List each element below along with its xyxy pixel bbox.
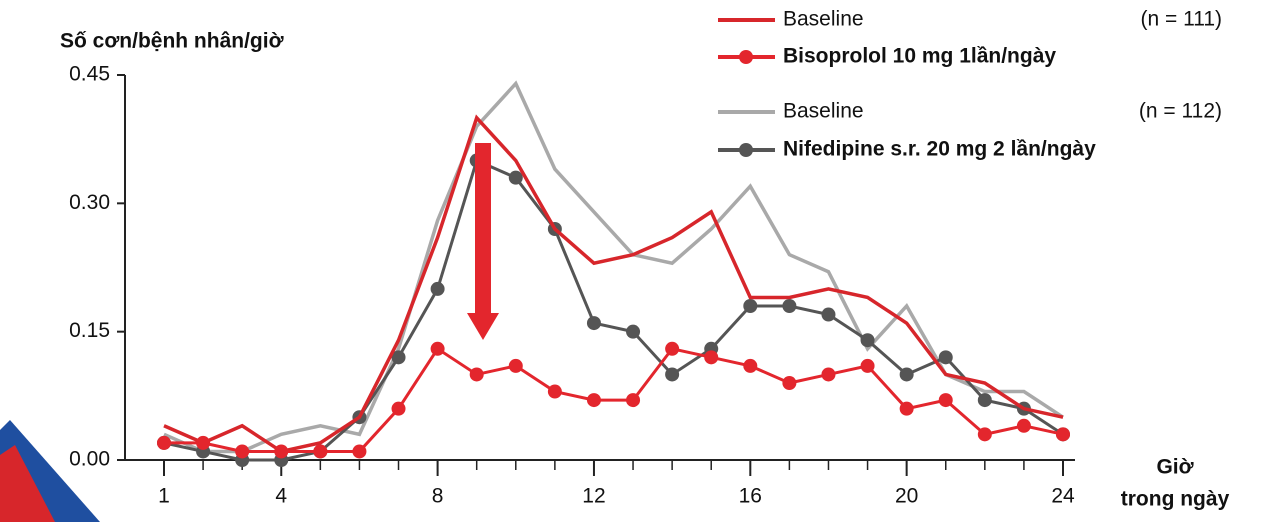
data-point [782,299,796,313]
data-point [665,367,679,381]
data-point [626,325,640,339]
series-line [164,161,1063,460]
x-axis-title: Giờ [1156,456,1193,479]
x-tick-label: 20 [895,485,918,508]
data-point [626,393,640,407]
y-tick-label: 0.30 [69,191,110,214]
data-point [978,427,992,441]
data-point [509,359,523,373]
data-point [704,350,718,364]
y-axis-title: Số cơn/bệnh nhân/giờ [60,30,284,53]
data-point [900,367,914,381]
data-point [665,342,679,356]
data-point [821,367,835,381]
arrow-shaft [475,143,491,313]
data-point [782,376,796,390]
x-tick-label: 16 [739,485,762,508]
data-point [470,367,484,381]
y-tick-label: 0.00 [69,448,110,471]
data-point [743,359,757,373]
annotation: (n = 112) [1139,100,1222,123]
legend-marker [739,143,753,157]
chart: Số cơn/bệnh nhân/giờ Giờ trong ngày (n =… [0,0,1265,522]
data-point [743,299,757,313]
x-axis-title: trong ngày [1121,488,1230,511]
legend-label: Baseline [783,100,864,123]
legend-label: Nifedipine s.r. 20 mg 2 lần/ngày [783,138,1096,161]
legend-label: Baseline [783,8,864,31]
data-point [900,402,914,416]
data-point [431,282,445,296]
x-tick-label: 4 [275,485,287,508]
x-tick-label: 8 [432,485,444,508]
legend-label: Bisoprolol 10 mg 1lần/ngày [783,45,1056,68]
data-point [431,342,445,356]
data-point [196,436,210,450]
data-point [352,444,366,458]
y-tick-label: 0.15 [69,319,110,342]
data-point [978,393,992,407]
x-tick-label: 12 [582,485,605,508]
data-point [587,393,601,407]
x-tick-label: 24 [1051,485,1075,508]
legend-marker [739,50,753,64]
x-tick-label: 1 [158,485,170,508]
data-point [821,308,835,322]
data-point [157,436,171,450]
data-point [861,333,875,347]
annotation: (n = 111) [1140,8,1222,31]
data-point [939,350,953,364]
y-tick-label: 0.45 [69,63,110,86]
data-point [548,385,562,399]
data-point [1017,419,1031,433]
data-point [274,444,288,458]
data-point [861,359,875,373]
data-point [235,444,249,458]
data-point [313,444,327,458]
data-point [509,171,523,185]
data-point [392,402,406,416]
data-point [1056,427,1070,441]
arrow-head [467,313,499,340]
data-point [939,393,953,407]
data-point [587,316,601,330]
